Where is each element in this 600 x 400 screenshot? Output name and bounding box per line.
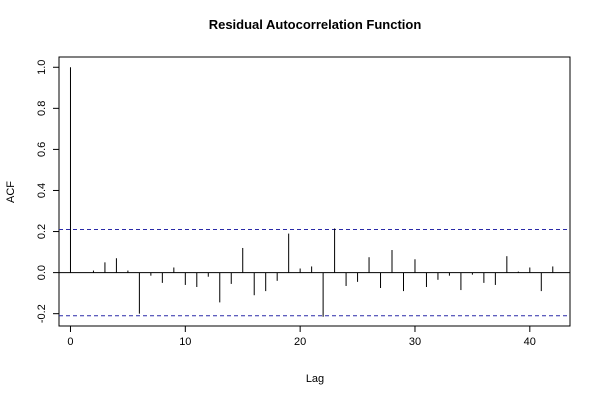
y-tick-label: 0.0	[36, 265, 48, 280]
x-axis: 0 10 20 30 40	[67, 325, 536, 348]
y-tick-label: 1.0	[36, 60, 48, 75]
y-tick-label: -0.2	[36, 304, 48, 323]
y-axis-label: ACF	[5, 181, 17, 203]
acf-bars	[69, 67, 554, 317]
plot-frame	[58, 56, 571, 327]
x-axis-label: Lag	[306, 373, 324, 385]
y-tick-label: 0.2	[36, 224, 48, 239]
x-tick-label: 30	[409, 336, 421, 348]
y-tick-label: 0.6	[36, 142, 48, 157]
x-tick-label: 20	[294, 336, 306, 348]
y-tick-label: 0.8	[36, 101, 48, 116]
x-tick-label: 10	[179, 336, 191, 348]
y-axis: -0.2 0.0 0.2 0.4 0.6 0.8 1.0	[36, 60, 60, 323]
y-tick-label: 0.4	[36, 183, 48, 198]
chart-title: Residual Autocorrelation Function	[209, 17, 422, 32]
x-tick-label: 0	[67, 336, 73, 348]
x-tick-label: 40	[524, 336, 536, 348]
